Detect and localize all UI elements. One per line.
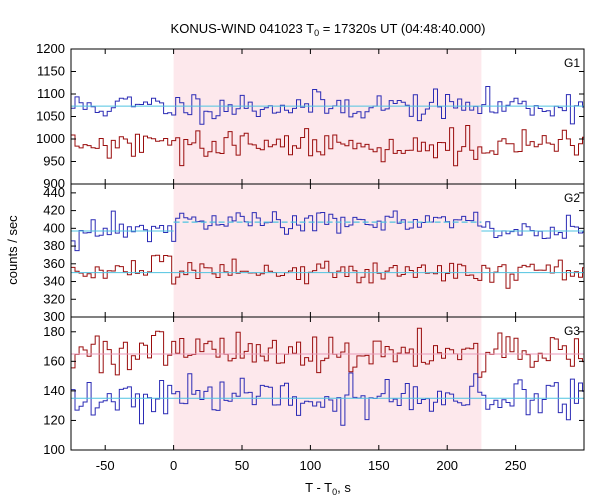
panel-frame: [70, 316, 585, 451]
series-red-g3: [71, 327, 584, 378]
panel-g1: 900 950 1000 1050 1100 1150 1200 G1: [36, 41, 585, 191]
y-tick-label: 180: [43, 324, 65, 339]
y-tick-label: 1200: [36, 41, 65, 56]
y-tick-label: 100: [43, 442, 65, 457]
shaded-interval: [173, 317, 482, 450]
y-tick-label: 1100: [37, 86, 65, 101]
chart-title: KONUS-WIND 041023 T0 = 17320s UT (04:48:…: [171, 21, 486, 38]
x-tick-label: 250: [505, 458, 527, 473]
y-tick-label: 140: [43, 383, 65, 398]
series-red-g1: [71, 125, 584, 167]
panel-label-g3: G3: [564, 324, 580, 338]
series-blue-g1: [71, 86, 584, 125]
y-tick-label: 400: [43, 220, 65, 235]
y-tick-label: 340: [43, 274, 65, 289]
y-tick-label: 420: [43, 203, 65, 218]
shaded-interval: [173, 184, 482, 317]
panel-label-g1: G1: [564, 56, 580, 70]
y-tick-label: 320: [43, 291, 65, 306]
shaded-interval: [173, 49, 482, 184]
y-tick-label: 160: [43, 353, 65, 368]
x-tick-label: 0: [170, 458, 177, 473]
x-tick-label: -50: [96, 458, 115, 473]
y-tick-label: 300: [43, 309, 65, 324]
y-tick-label: 1050: [36, 109, 65, 124]
x-tick-label: 200: [436, 458, 458, 473]
x-axis-label: T - T0, s: [305, 480, 351, 497]
y-tick-label: 1000: [36, 131, 65, 146]
y-tick-label: 900: [43, 176, 65, 191]
panel-label-g2: G2: [564, 191, 580, 205]
y-tick-label: 440: [43, 185, 65, 200]
x-tick-label: 50: [235, 458, 249, 473]
y-tick-label: 1150: [37, 64, 65, 79]
x-tick-label: 150: [368, 458, 390, 473]
y-tick-label: 950: [43, 154, 65, 169]
panels: 90095010001050110011501200G1300320340360…: [36, 41, 585, 473]
series-blue-g2: [71, 210, 584, 252]
y-tick-label: 120: [43, 412, 65, 427]
panel-g2: 300 320 340 360 380 400 420 440 G2: [43, 183, 585, 324]
y-axis-label: counts / sec: [5, 215, 20, 285]
x-tick-label: 100: [300, 458, 322, 473]
y-tick-label: 360: [43, 256, 65, 271]
y-tick-label: 380: [43, 238, 65, 253]
panel-g3: 100 120 140 160 180 G3: [43, 316, 585, 457]
